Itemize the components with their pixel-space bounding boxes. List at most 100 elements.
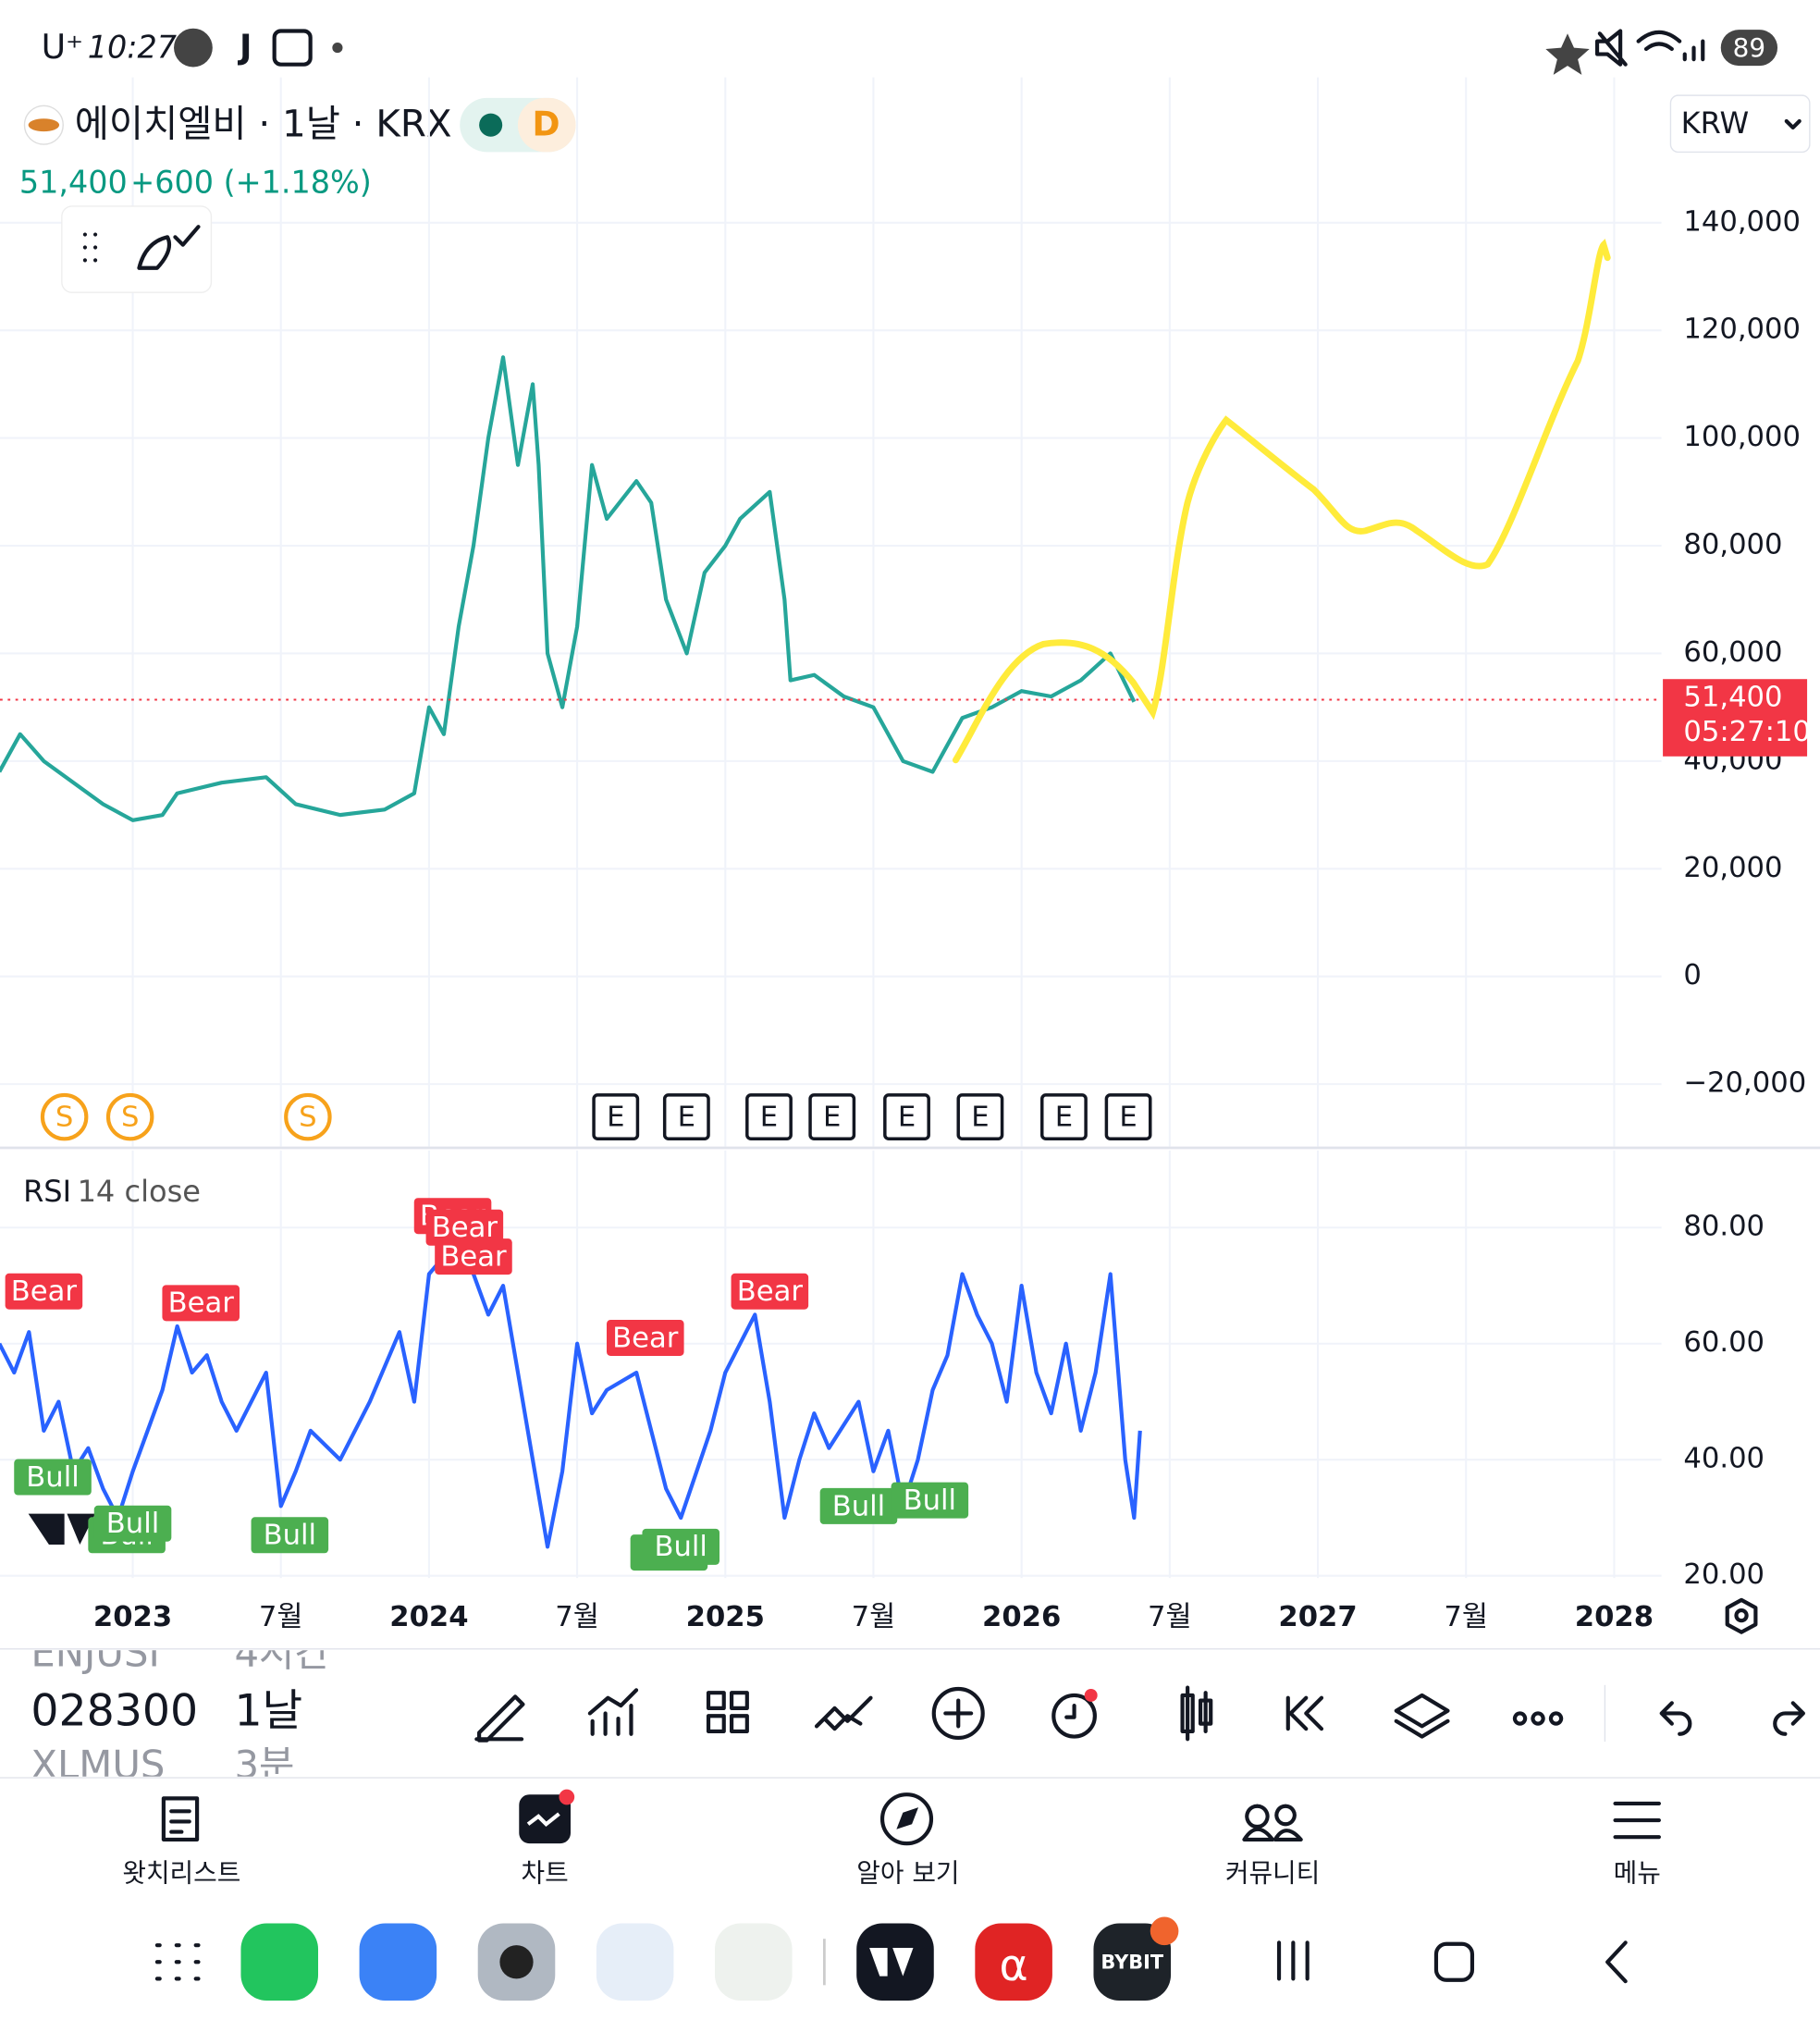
nav-menu-icon[interactable] xyxy=(1613,1801,1661,1840)
home-button[interactable] xyxy=(1433,1941,1475,1982)
signal-label: Bear xyxy=(612,1322,679,1354)
messages-app[interactable] xyxy=(359,1923,437,2002)
dot xyxy=(332,43,343,54)
x-tick-label: 2024 xyxy=(389,1601,468,1633)
x-tick-label: 2027 xyxy=(1278,1601,1357,1633)
recents-button[interactable] xyxy=(1276,1940,1310,1981)
candle-tool[interactable] xyxy=(1180,1685,1213,1742)
redo[interactable] xyxy=(1773,1701,1805,1736)
layers-tool[interactable] xyxy=(1394,1693,1450,1739)
watchlist[interactable]: ENJUSI 4시간 028300 1날 XLMUS 3분 xyxy=(31,1630,329,1787)
watchlist-cell: ENJUSI xyxy=(31,1630,159,1675)
earnings-letter: E xyxy=(1119,1101,1137,1133)
earnings-letter: E xyxy=(607,1101,624,1133)
folder-app[interactable] xyxy=(596,1923,674,2002)
signal-label: Bull xyxy=(26,1461,79,1494)
signal-label: Bull xyxy=(904,1484,956,1517)
y-tick-label: 20,000 xyxy=(1683,852,1782,884)
signal-label: Bull xyxy=(106,1508,159,1540)
earnings-marker xyxy=(1040,1093,1088,1141)
brush-icon[interactable] xyxy=(137,225,201,270)
watchlist-cell: 3분 xyxy=(234,1742,294,1787)
earnings-marker xyxy=(956,1093,1004,1141)
mute-icon xyxy=(1594,29,1628,67)
price-pane xyxy=(0,77,1662,1147)
x-tick-label: 7월 xyxy=(1148,1601,1192,1633)
signal-box xyxy=(93,1505,172,1542)
wifi-icon xyxy=(1636,30,1682,52)
signal-box xyxy=(819,1487,898,1524)
countdown-label: 05:27:10 xyxy=(1683,716,1811,748)
back-button[interactable] xyxy=(1605,1940,1628,1984)
nav-chart-line xyxy=(526,1812,560,1828)
settings-icon[interactable] xyxy=(1725,1597,1758,1634)
rsi-line xyxy=(0,1226,1142,1549)
earnings-marker xyxy=(592,1093,640,1141)
settings-dot xyxy=(1734,1607,1749,1623)
app-letter: J xyxy=(237,27,252,67)
more-tool[interactable] xyxy=(1512,1711,1564,1726)
y-tick-label: 100,000 xyxy=(1683,421,1801,453)
x-tick-label: 2026 xyxy=(982,1601,1061,1633)
undo[interactable] xyxy=(1659,1701,1692,1736)
alpha-app[interactable] xyxy=(975,1923,1052,2002)
signal-label: Bear xyxy=(168,1287,235,1320)
nav-explore-icon[interactable] xyxy=(879,1792,934,1846)
y-tick-label: 60,000 xyxy=(1683,636,1782,669)
drawing-toolbar[interactable] xyxy=(61,205,213,293)
y-tick-label: 140,000 xyxy=(1683,205,1801,238)
compare-tool[interactable] xyxy=(814,1695,873,1731)
alert-tool[interactable] xyxy=(1051,1693,1097,1739)
dividend-letter: S xyxy=(299,1101,316,1133)
dividend-marker xyxy=(40,1092,89,1141)
x-tick-label: 7월 xyxy=(1444,1601,1488,1633)
carrier: U⁺ xyxy=(42,27,84,67)
bybit-app[interactable] xyxy=(1093,1923,1172,2002)
earnings-letter: E xyxy=(760,1101,778,1133)
currency-select[interactable] xyxy=(1669,94,1811,154)
y-tick-label: 60.00 xyxy=(1683,1326,1765,1359)
earnings-marker xyxy=(1104,1093,1152,1141)
nav-community-icon[interactable] xyxy=(1242,1804,1303,1842)
replay-tool[interactable] xyxy=(1285,1695,1324,1731)
indicator-tool[interactable] xyxy=(587,1688,639,1736)
user-drawing[interactable] xyxy=(952,239,1611,764)
nav-labels: 왓치리스트 차트 알아 보기 커뮤니티 메뉴 xyxy=(122,1858,1661,1889)
y-tick-label: 0 xyxy=(1683,959,1701,992)
apps-grid[interactable] xyxy=(154,1943,201,1981)
rsi-title: RSI xyxy=(23,1174,71,1209)
signal-label: Bull xyxy=(832,1490,885,1522)
draw-tool[interactable] xyxy=(474,1694,525,1743)
battery xyxy=(1720,30,1778,67)
signal-box xyxy=(14,1459,92,1496)
phone-app[interactable] xyxy=(240,1923,319,2002)
badge-letter: D xyxy=(533,105,560,144)
y-tick-label: 20.00 xyxy=(1683,1558,1765,1591)
folder-app[interactable] xyxy=(714,1923,793,2002)
bybit-logo: BYBIT xyxy=(1101,1952,1164,1974)
signal-icon xyxy=(1682,39,1705,62)
tradingview-app[interactable] xyxy=(856,1923,934,2002)
earnings-letter: E xyxy=(898,1101,916,1133)
x-tick-label: 2028 xyxy=(1575,1601,1654,1633)
drag-handle xyxy=(82,232,98,263)
last-price: 51,400 xyxy=(19,165,128,201)
signal-label: Bear xyxy=(737,1275,804,1308)
signal-box xyxy=(425,1209,504,1246)
watchlist-cell: 4시간 xyxy=(234,1630,329,1675)
nav-label: 알아 보기 xyxy=(856,1858,959,1889)
x-tick-label: 7월 xyxy=(555,1601,599,1633)
alert-hands xyxy=(1064,1704,1076,1719)
dividend-marker xyxy=(105,1092,154,1141)
nav-watchlist-icon[interactable] xyxy=(161,1796,200,1842)
nav-chart-icon[interactable] xyxy=(519,1794,572,1844)
layout-tool[interactable] xyxy=(706,1691,749,1734)
x-tick-label: 2023 xyxy=(93,1601,172,1633)
earnings-marker xyxy=(808,1093,856,1141)
x-tick-label: 7월 xyxy=(259,1601,303,1633)
badge-right xyxy=(517,97,576,153)
add-tool[interactable] xyxy=(931,1686,985,1741)
rsi-params: 14 close xyxy=(78,1174,201,1209)
